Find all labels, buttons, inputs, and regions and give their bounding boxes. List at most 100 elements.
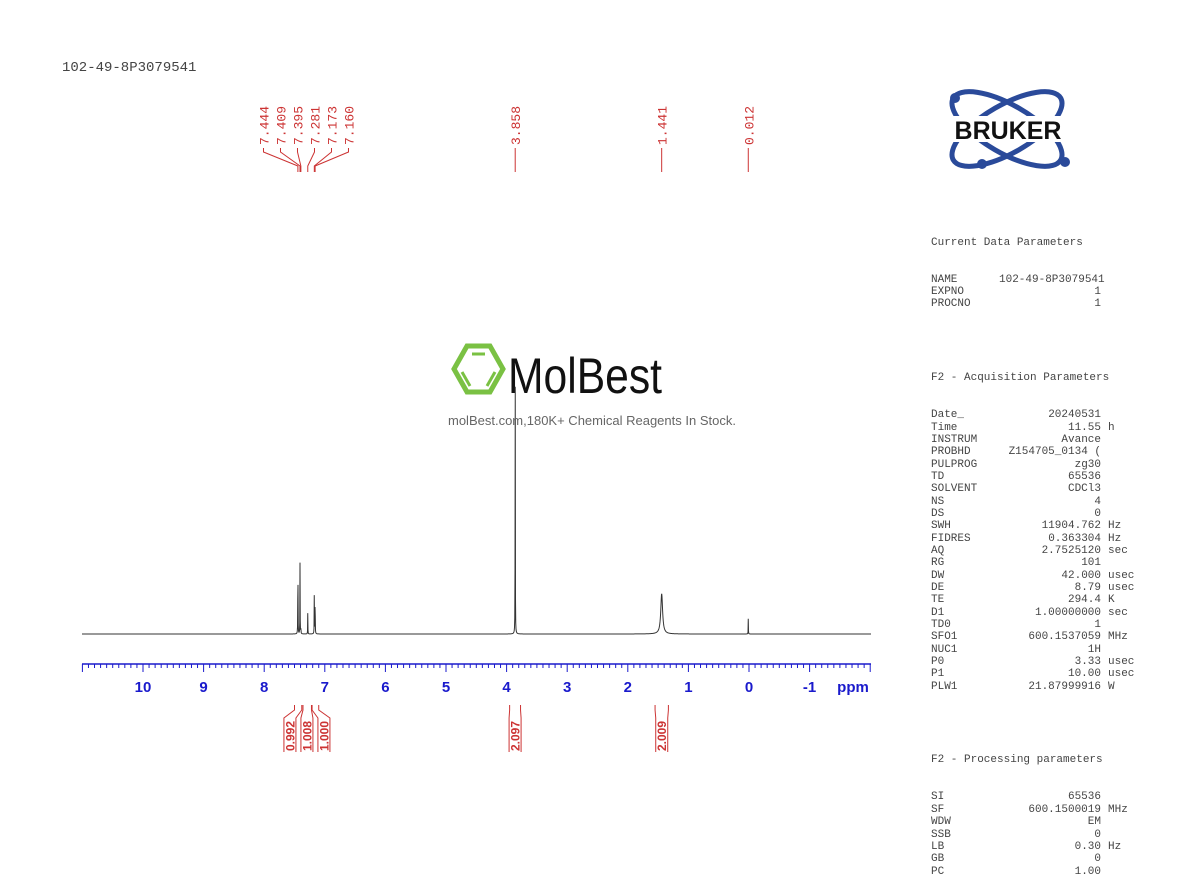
x-tick-label: 0: [745, 679, 753, 696]
spectrum-line: [82, 386, 871, 635]
integral-bracket: [654, 705, 669, 752]
param-unit: MHz: [1108, 631, 1128, 644]
param-row: SI 65536: [931, 791, 1146, 803]
param-unit: MHz: [1108, 803, 1128, 816]
param-key: Date_: [931, 409, 965, 422]
param-key: DS: [931, 507, 945, 520]
param-unit: Hz: [1108, 520, 1122, 533]
param-value: 1: [1094, 619, 1101, 631]
peak-label: 7.173: [325, 106, 340, 145]
x-tick-label: 9: [199, 679, 207, 696]
peak-connector: [314, 148, 349, 172]
integral-value: 2.097: [509, 721, 523, 751]
param-key: SI: [931, 791, 945, 804]
param-value: 0.363304: [1048, 532, 1101, 545]
peak-connector: [279, 148, 301, 172]
param-key: TD: [931, 470, 945, 483]
integrals: 0.992 1.008 1.000 2.097 2.009: [283, 705, 669, 752]
integral-bracket: [283, 705, 303, 752]
param-row: SOLVENT CDCl3: [931, 483, 1146, 495]
integral-bracket: [508, 705, 522, 752]
param-key: PROBHD: [931, 446, 971, 459]
param-value: 11904.762: [1041, 520, 1101, 533]
param-unit: [1101, 471, 1108, 483]
param-unit: K: [1108, 594, 1115, 607]
x-axis-label: ppm: [837, 679, 869, 696]
current-params-header: Current Data Parameters: [931, 236, 1083, 249]
param-unit: [1101, 644, 1108, 656]
param-value: 42.000: [1061, 569, 1101, 582]
param-value: 2.7525120: [1041, 544, 1101, 557]
param-unit: h: [1108, 421, 1115, 434]
param-unit: [1101, 286, 1108, 298]
param-row: TD 65536: [931, 471, 1146, 483]
peak-label: 1.441: [656, 106, 671, 145]
param-unit: usec: [1108, 668, 1135, 681]
param-key: AQ: [931, 544, 945, 557]
param-row: LB 0.30 Hz: [931, 841, 1146, 853]
peak-label: 7.160: [342, 106, 357, 145]
x-tick-label: 8: [260, 679, 268, 696]
param-unit: [1101, 853, 1108, 865]
x-tick-label: 6: [381, 679, 389, 696]
param-value: 8.79: [1074, 581, 1101, 594]
param-unit: [1101, 557, 1108, 569]
param-value: 101: [1081, 557, 1101, 570]
param-row: FIDRES 0.363304 Hz: [931, 533, 1146, 545]
peak-label: 7.395: [291, 106, 306, 145]
bruker-logo: BRUKER: [925, 89, 1091, 169]
param-unit: usec: [1108, 581, 1135, 594]
proc-params-header: F2 - Processing parameters: [931, 754, 1103, 767]
param-key: SOLVENT: [931, 483, 978, 496]
param-value: 1.00000000: [1034, 606, 1101, 619]
param-key: TD0: [931, 619, 951, 631]
param-row: DS 0: [931, 508, 1146, 520]
integral-value: 1.000: [317, 721, 331, 751]
param-key: SSB: [931, 828, 951, 841]
param-unit: [1101, 496, 1108, 508]
param-key: DW: [931, 569, 945, 582]
param-value: 0: [1094, 828, 1101, 841]
param-key: PROCNO: [931, 298, 971, 311]
param-value: 102-49-8P3079541: [999, 273, 1105, 286]
param-value: 1H: [1087, 643, 1101, 656]
watermark-tagline: molBest.com,180K+ Chemical Reagents In S…: [448, 413, 736, 428]
x-tick-label: -1: [803, 679, 816, 696]
param-key: D1: [931, 606, 945, 619]
param-row: D1 1.00000000 sec: [931, 607, 1146, 619]
param-row: Time 11.55 h: [931, 422, 1146, 434]
param-unit: sec: [1108, 606, 1128, 619]
peak-connector: [296, 148, 302, 172]
param-row: GB 0: [931, 853, 1146, 865]
param-unit: usec: [1108, 656, 1135, 669]
param-value: 1: [1094, 298, 1101, 311]
param-unit: [1101, 446, 1108, 458]
param-row: SWH 11904.762 Hz: [931, 520, 1146, 532]
param-unit: [1101, 791, 1108, 803]
param-value: 65536: [1067, 470, 1101, 483]
param-unit: [1101, 434, 1108, 446]
param-unit: [1101, 483, 1108, 495]
param-unit: [1101, 816, 1108, 828]
param-row: Date_ 20240531: [931, 409, 1146, 421]
x-axis: 10 9 8 7 6 5 4 3 2 1 0 -1 ppm: [81, 663, 871, 696]
param-value: 0: [1094, 853, 1101, 866]
param-unit: [1101, 619, 1108, 631]
param-value: 21.87999916: [1028, 680, 1101, 693]
param-key: PULPROG: [931, 458, 978, 471]
param-key: INSTRUM: [931, 433, 978, 446]
param-value: 600.1537059: [1028, 631, 1101, 644]
peak-label: 7.444: [257, 106, 272, 145]
integral-bracket: [300, 705, 314, 752]
param-key: NAME: [931, 273, 958, 286]
param-value: 3.33: [1074, 656, 1101, 669]
param-row: AQ 2.7525120 sec: [931, 545, 1146, 557]
param-row: DE 8.79 usec: [931, 582, 1146, 594]
param-unit: [1101, 459, 1108, 471]
param-row: NUC1 1H: [931, 644, 1146, 656]
param-unit: [1139, 274, 1146, 286]
param-key: SFO1: [931, 631, 958, 644]
param-row: SFO1 600.1537059 MHz: [931, 631, 1146, 643]
param-row: TE 294.4 K: [931, 594, 1146, 606]
param-key: TE: [931, 594, 945, 607]
